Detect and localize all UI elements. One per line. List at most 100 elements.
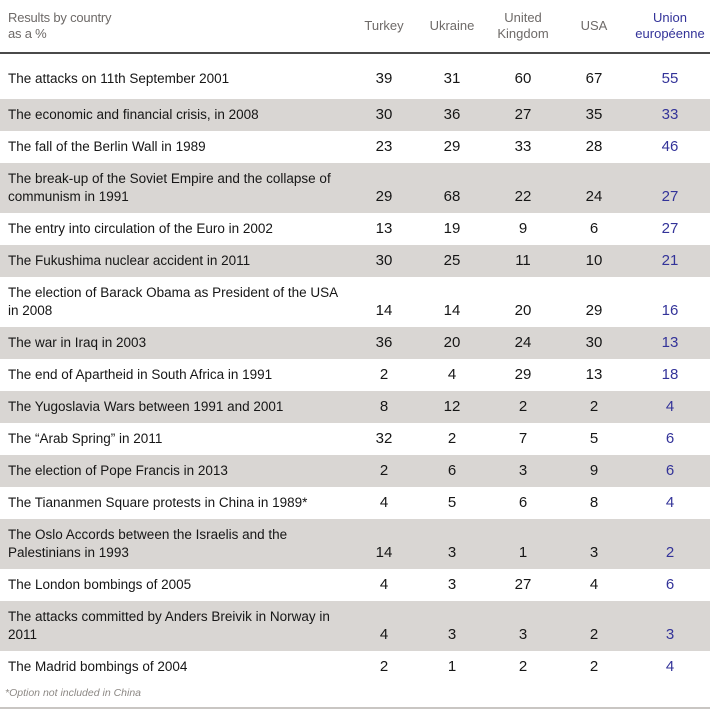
value-cell: 9: [589, 462, 599, 479]
value-cell: 4: [379, 576, 389, 593]
value-cell: 22: [514, 188, 532, 205]
value-cell: 3: [518, 462, 528, 479]
row-label: The fall of the Berlin Wall in 1989: [8, 139, 206, 154]
value-cell: 1: [518, 544, 528, 561]
value-cell: 2: [447, 430, 457, 447]
value-cell: 13: [375, 220, 393, 237]
table-row: The break-up of the Soviet Empire and th…: [0, 163, 710, 213]
column-header-ukraine: Ukraine: [416, 0, 488, 54]
value-cell: 4: [665, 398, 675, 415]
corner-header-line1: Results by country: [8, 10, 112, 25]
column-header-united-kingdom: United Kingdom: [488, 0, 558, 54]
value-cell: 5: [589, 430, 599, 447]
row-label: The Fukushima nuclear accident in 2011: [8, 253, 251, 268]
value-cell: 27: [514, 106, 532, 123]
value-cell: 27: [514, 576, 532, 593]
value-cell: 13: [585, 366, 603, 383]
value-cell: 32: [375, 430, 393, 447]
value-cell: 14: [375, 544, 393, 561]
table-row: The “Arab Spring” in 2011 32 2 7 5 6: [0, 423, 710, 455]
footnote: *Option not included in China: [5, 687, 142, 699]
value-cell: 2: [665, 544, 675, 561]
value-cell: 29: [514, 366, 532, 383]
value-cell: 2: [518, 398, 528, 415]
table-row: The attacks committed by Anders Breivik …: [0, 601, 710, 651]
corner-header-line2: as a %: [8, 26, 47, 41]
table-row: The London bombings of 2005 4 3 27 4 6: [0, 569, 710, 601]
table-row: The Madrid bombings of 2004 2 1 2 2 4: [0, 651, 710, 683]
column-header-usa: USA: [558, 0, 630, 54]
value-cell: 18: [661, 366, 679, 383]
value-cell: 13: [661, 334, 679, 351]
value-cell: 55: [661, 70, 679, 87]
value-cell: 2: [379, 462, 389, 479]
value-cell: 5: [447, 494, 457, 511]
table-row: The Tiananmen Square protests in China i…: [0, 487, 710, 519]
value-cell: 2: [589, 398, 599, 415]
value-cell: 11: [515, 252, 531, 269]
value-cell: 2: [379, 366, 389, 383]
value-cell: 6: [665, 430, 675, 447]
row-label: The Tiananmen Square protests in China i…: [8, 495, 308, 510]
row-label: The war in Iraq in 2003: [8, 335, 147, 350]
table-row: The election of Barack Obama as Presiden…: [0, 277, 710, 327]
value-cell: 33: [514, 138, 532, 155]
row-label: The attacks on 11th September 2001: [8, 71, 230, 86]
table-row: The war in Iraq in 2003 36 20 24 30 13: [0, 327, 710, 359]
row-label: The economic and financial crisis, in 20…: [8, 107, 259, 122]
table-row: The entry into circulation of the Euro i…: [0, 213, 710, 245]
value-cell: 33: [661, 106, 679, 123]
header-row: Results by country as a % Turkey Ukraine Un…: [0, 0, 710, 54]
value-cell: 14: [443, 302, 461, 319]
value-cell: 60: [514, 70, 532, 87]
table-row: The Oslo Accords between the Israelis an…: [0, 519, 710, 569]
value-cell: 9: [518, 220, 528, 237]
value-cell: 4: [379, 626, 389, 643]
value-cell: 10: [585, 252, 603, 269]
column-header-union-europ-enne: Union européenne: [630, 0, 710, 54]
value-cell: 30: [375, 252, 393, 269]
table-row: The Fukushima nuclear accident in 2011 30…: [0, 245, 710, 277]
value-cell: 28: [585, 138, 603, 155]
value-cell: 20: [443, 334, 461, 351]
value-cell: 3: [589, 544, 599, 561]
value-cell: 19: [443, 220, 461, 237]
value-cell: 30: [585, 334, 603, 351]
value-cell: 3: [447, 626, 457, 643]
row-label: The entry into circulation of the Euro i…: [8, 221, 273, 236]
value-cell: 1: [447, 658, 457, 675]
table-row: The attacks on 11th September 2001 39 31 60…: [0, 53, 710, 99]
column-header-turkey: Turkey: [352, 0, 416, 54]
value-cell: 39: [375, 70, 393, 87]
value-cell: 36: [375, 334, 393, 351]
row-label: The break-up of the Soviet Empire and th…: [8, 171, 331, 204]
value-cell: 3: [447, 576, 457, 593]
value-cell: 29: [585, 302, 603, 319]
table-row: The end of Apartheid in South Africa in …: [0, 359, 710, 391]
value-cell: 8: [379, 398, 389, 415]
table-row: The fall of the Berlin Wall in 1989 23 29 3…: [0, 131, 710, 163]
value-cell: 16: [661, 302, 679, 319]
value-cell: 6: [665, 462, 675, 479]
row-label: The end of Apartheid in South Africa in …: [8, 367, 273, 382]
value-cell: 31: [443, 70, 461, 87]
value-cell: 6: [447, 462, 457, 479]
value-cell: 2: [589, 658, 599, 675]
value-cell: 23: [375, 138, 393, 155]
corner-header: Results by country as a %: [0, 0, 352, 54]
value-cell: 6: [518, 494, 528, 511]
results-table: Results by country as a % Turkey Ukraine Un…: [0, 0, 710, 683]
value-cell: 24: [585, 188, 603, 205]
row-label: The Madrid bombings of 2004: [8, 659, 188, 674]
value-cell: 6: [665, 576, 675, 593]
value-cell: 25: [443, 252, 461, 269]
value-cell: 4: [589, 576, 599, 593]
value-cell: 3: [665, 626, 675, 643]
value-cell: 2: [589, 626, 599, 643]
value-cell: 4: [447, 366, 457, 383]
value-cell: 20: [514, 302, 532, 319]
value-cell: 30: [375, 106, 393, 123]
value-cell: 4: [379, 494, 389, 511]
value-cell: 2: [379, 658, 389, 675]
